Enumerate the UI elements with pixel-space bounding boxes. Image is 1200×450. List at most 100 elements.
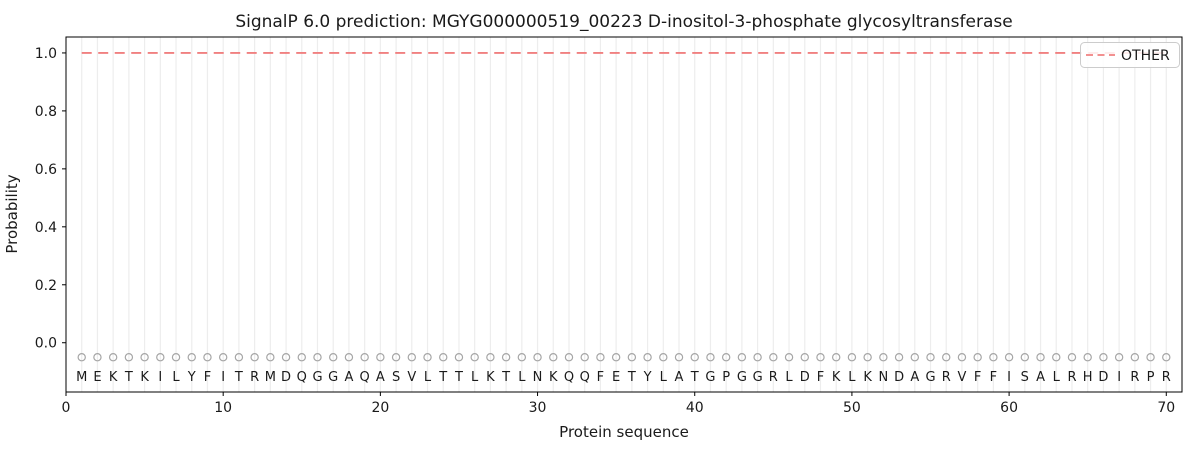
residue-letter: G <box>737 370 747 385</box>
residue-marker <box>973 353 982 362</box>
residue-marker <box>847 353 857 362</box>
residue-marker <box>470 353 479 362</box>
residue-letter: R <box>1162 370 1171 385</box>
residue-letter: G <box>328 370 338 385</box>
residue-letter: V <box>957 370 966 385</box>
residue-marker <box>1052 353 1061 362</box>
residue-letter: A <box>675 370 684 385</box>
residue-marker <box>784 353 794 362</box>
residue-letter: N <box>533 370 543 385</box>
residue-marker <box>533 353 542 362</box>
residue-letter: L <box>424 370 432 385</box>
residue-letter: A <box>910 370 919 385</box>
residue-marker <box>407 353 417 362</box>
residue-letter: L <box>660 370 668 385</box>
gridlines <box>81 37 1167 392</box>
x-tick-label: 20 <box>371 400 389 416</box>
residue-marker <box>140 353 149 362</box>
residue-letter: M <box>76 370 87 385</box>
residue-marker <box>203 353 212 362</box>
residue-marker <box>596 353 605 362</box>
residue-marker <box>1020 353 1030 362</box>
plot-spines <box>65 36 1183 393</box>
residue-marker <box>1036 353 1045 362</box>
x-tick-label: 50 <box>843 400 861 416</box>
x-tick-label: 0 <box>62 400 71 416</box>
residue-letter: S <box>1021 370 1029 385</box>
x-tick-label: 40 <box>686 400 704 416</box>
residue-marker <box>1146 353 1155 362</box>
residue-marker <box>439 353 448 362</box>
x-tick-label: 30 <box>529 400 547 416</box>
residue-letter: K <box>863 370 872 385</box>
residue-marker <box>93 353 102 362</box>
residue-letter: R <box>1130 370 1139 385</box>
legend-label-other: OTHER <box>1121 48 1170 64</box>
residue-marker <box>454 353 464 362</box>
residue-letter: H <box>1083 370 1093 385</box>
residue-marker <box>1067 353 1077 362</box>
residue-marker <box>77 353 86 362</box>
residue-letter: L <box>172 370 180 385</box>
residue-marker <box>879 353 888 362</box>
residue-marker <box>1083 353 1092 362</box>
residue-letter: Y <box>643 370 652 385</box>
residue-marker <box>611 353 621 362</box>
residue-letter: R <box>1067 370 1076 385</box>
residue-letter: K <box>549 370 558 385</box>
residue-marker <box>1099 353 1108 362</box>
residue-marker <box>580 353 589 362</box>
residue-marker <box>753 353 762 362</box>
residue-marker <box>218 353 228 362</box>
residue-marker <box>721 353 731 362</box>
residue-marker <box>894 353 904 362</box>
residue-marker <box>156 353 165 362</box>
residue-markers <box>77 353 1171 362</box>
residue-letter: A <box>1036 370 1045 385</box>
residue-marker <box>501 353 511 362</box>
residue-letter: A <box>344 370 353 385</box>
residue-letter: I <box>1117 370 1121 385</box>
residue-marker <box>1114 353 1124 362</box>
residue-marker <box>360 353 369 362</box>
residue-letter: F <box>204 370 211 385</box>
residue-marker <box>989 353 998 362</box>
residue-marker <box>549 353 558 362</box>
residue-marker <box>329 353 338 362</box>
residue-marker <box>376 353 385 362</box>
residue-marker <box>187 353 196 362</box>
y-axis-label: Probability <box>3 174 21 253</box>
chart-title: SignalP 6.0 prediction: MGYG000000519_00… <box>235 12 1012 32</box>
residue-letter: K <box>486 370 495 385</box>
y-axis-ticks: 0.0 0.2 0.4 0.6 0.8 1.0 <box>35 46 66 352</box>
residue-letter: L <box>848 370 856 385</box>
residue-letter: K <box>140 370 149 385</box>
residue-letter: K <box>832 370 841 385</box>
residue-marker <box>659 353 668 362</box>
residue-marker <box>423 353 432 362</box>
residue-letter: T <box>454 370 463 385</box>
residue-marker <box>690 353 699 362</box>
residue-letter: G <box>925 370 935 385</box>
residue-marker <box>957 353 967 362</box>
residue-letter: I <box>1007 370 1011 385</box>
residue-marker <box>486 353 495 362</box>
y-tick-label: 0.0 <box>35 336 57 352</box>
residue-letter: V <box>407 370 416 385</box>
y-tick-label: 0.6 <box>35 162 57 178</box>
residue-marker <box>942 353 951 362</box>
residue-letter: Q <box>297 370 307 385</box>
legend-box <box>1080 42 1180 68</box>
residue-letter: R <box>942 370 951 385</box>
residue-letter: T <box>234 370 243 385</box>
x-tick-label: 70 <box>1157 400 1175 416</box>
residue-letter: L <box>785 370 793 385</box>
residue-letter: D <box>894 370 904 385</box>
y-tick-label: 0.2 <box>35 278 57 294</box>
residue-marker <box>674 353 684 362</box>
residue-letter: T <box>501 370 510 385</box>
residue-letter: L <box>518 370 526 385</box>
residue-letter: Y <box>187 370 196 385</box>
